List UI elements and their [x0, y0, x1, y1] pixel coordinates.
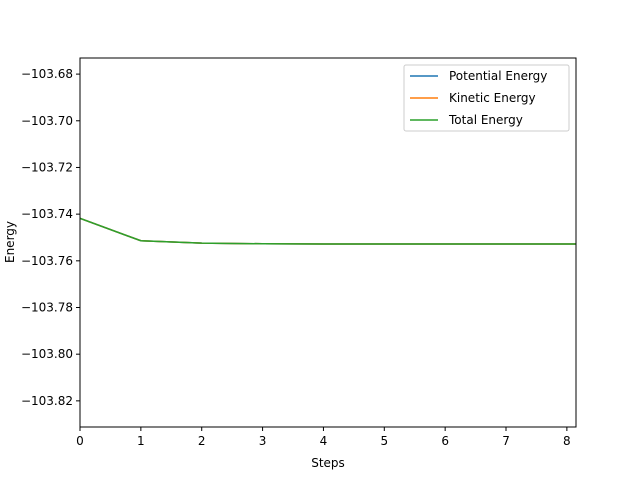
series-line-1 [80, 217, 576, 245]
x-tick-label: 0 [76, 434, 84, 448]
series-line-0 [80, 217, 576, 245]
x-tick-label: 6 [441, 434, 449, 448]
legend-label: Total Energy [448, 113, 523, 127]
x-tick-label: 3 [259, 434, 267, 448]
x-tick-label: 8 [563, 434, 571, 448]
y-axis-label: Energy [3, 221, 17, 263]
legend-label: Potential Energy [449, 69, 547, 83]
y-tick-label: −103.80 [21, 347, 73, 361]
plot-frame [79, 57, 577, 428]
y-tick-label: −103.74 [21, 207, 73, 221]
x-axis-label: Steps [311, 456, 345, 470]
legend-label: Kinetic Energy [449, 91, 536, 105]
legend: Potential Energy Kinetic Energy Total Ener… [403, 64, 570, 132]
x-tick-label: 2 [198, 434, 206, 448]
x-tick-label: 4 [320, 434, 328, 448]
y-tick-label: −103.70 [21, 114, 73, 128]
y-tick-label: −103.82 [21, 394, 73, 408]
y-tick-label: −103.68 [21, 67, 73, 81]
x-tick-label: 1 [137, 434, 145, 448]
series-line-2 [80, 217, 576, 245]
y-tick-label: −103.78 [21, 301, 73, 315]
y-tick-label: −103.76 [21, 254, 73, 268]
y-tick-label: −103.72 [21, 160, 73, 174]
x-tick-label: 5 [380, 434, 388, 448]
legend-box [403, 64, 570, 132]
x-tick-label: 7 [502, 434, 510, 448]
